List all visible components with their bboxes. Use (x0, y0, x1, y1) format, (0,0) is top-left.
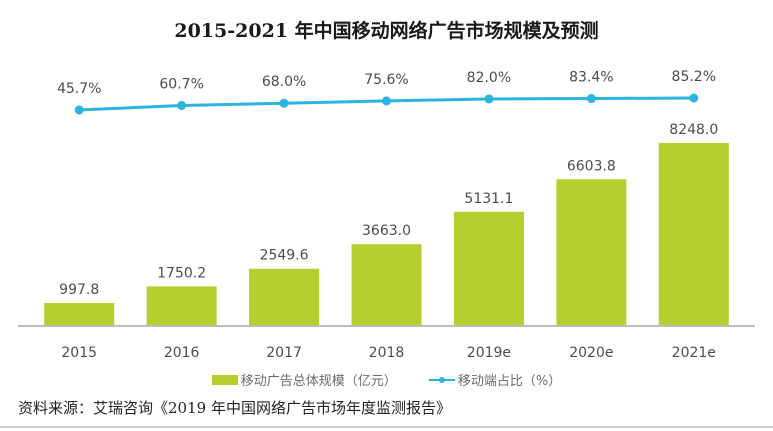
bottom-divider (0, 426, 773, 428)
x-tick-label: 2016 (164, 345, 200, 361)
share-value-label: 85.2% (672, 69, 716, 85)
bar-value-label: 5131.1 (464, 191, 513, 207)
bar-value-label: 2549.6 (260, 248, 309, 264)
bar-value-label: 1750.2 (157, 265, 206, 281)
chart-title: 2015-2021 年中国移动网络广告市场规模及预测 (174, 20, 599, 42)
bar-2017 (249, 268, 320, 325)
x-tick-label: 2020e (569, 345, 613, 361)
legend-item-line: 移动端占比（%） (428, 370, 562, 389)
share-point-2018 (382, 96, 391, 106)
share-value-label: 83.4% (569, 70, 613, 86)
share-point-2021e (689, 93, 699, 103)
x-tick-label: 2018 (369, 345, 405, 361)
share-value-label: 60.7% (159, 76, 203, 92)
share-point-2015 (74, 105, 84, 115)
x-tick-labels: 2015 2016 2017 2018 2019e 2020e 2021e (61, 345, 716, 361)
source-note: 资料来源：艾瑞咨询《2019 年中国网络广告市场年度监测报告》 (18, 399, 451, 417)
bar-2015 (44, 302, 115, 325)
legend-item-bar: 移动广告总体规模（亿元） (211, 370, 397, 389)
bars-layer: 997.8 1750.2 2549.6 3663.0 5131.1 6603.8 8248.… (44, 122, 729, 325)
bar-value-label: 3663.0 (362, 223, 411, 239)
bar-value-label: 997.8 (59, 282, 99, 298)
x-tick-label: 2015 (61, 345, 97, 361)
share-value-label: 75.6% (364, 72, 408, 88)
share-point-2020e (586, 94, 596, 104)
share-point-2016 (177, 100, 187, 110)
x-tick-label: 2017 (266, 345, 302, 361)
bar-value-label: 8248.0 (669, 122, 718, 138)
share-value-label: 82.0% (467, 70, 511, 86)
x-tick-label: 2021e (672, 345, 716, 361)
share-point-2019e (484, 94, 494, 104)
share-line-layer: 45.7% 60.7% 68.0% 75.6% 82.0% 83.4% 85.2% (57, 69, 716, 115)
bar-2021e (658, 143, 729, 325)
bar-2016 (146, 286, 217, 325)
legend: 移动广告总体规模（亿元） 移动端占比（%） (0, 370, 773, 389)
bar-value-label: 6603.8 (567, 158, 616, 174)
share-value-label: 45.7% (57, 81, 101, 97)
legend-bar-label: 移动广告总体规模（亿元） (240, 374, 397, 389)
legend-bar-swatch-icon (211, 374, 238, 385)
bar-2019e (453, 211, 524, 325)
share-point-2017 (279, 98, 289, 108)
x-tick-label: 2019e (467, 345, 511, 361)
legend-line-marker-icon (428, 375, 455, 385)
bar-2020e (556, 179, 627, 325)
chart-canvas: 997.8 1750.2 2549.6 3663.0 5131.1 6603.8 8248.… (18, 69, 755, 361)
share-value-label: 68.0% (262, 74, 306, 90)
bar-2018 (351, 244, 422, 325)
legend-line-label: 移动端占比（%） (457, 374, 562, 389)
